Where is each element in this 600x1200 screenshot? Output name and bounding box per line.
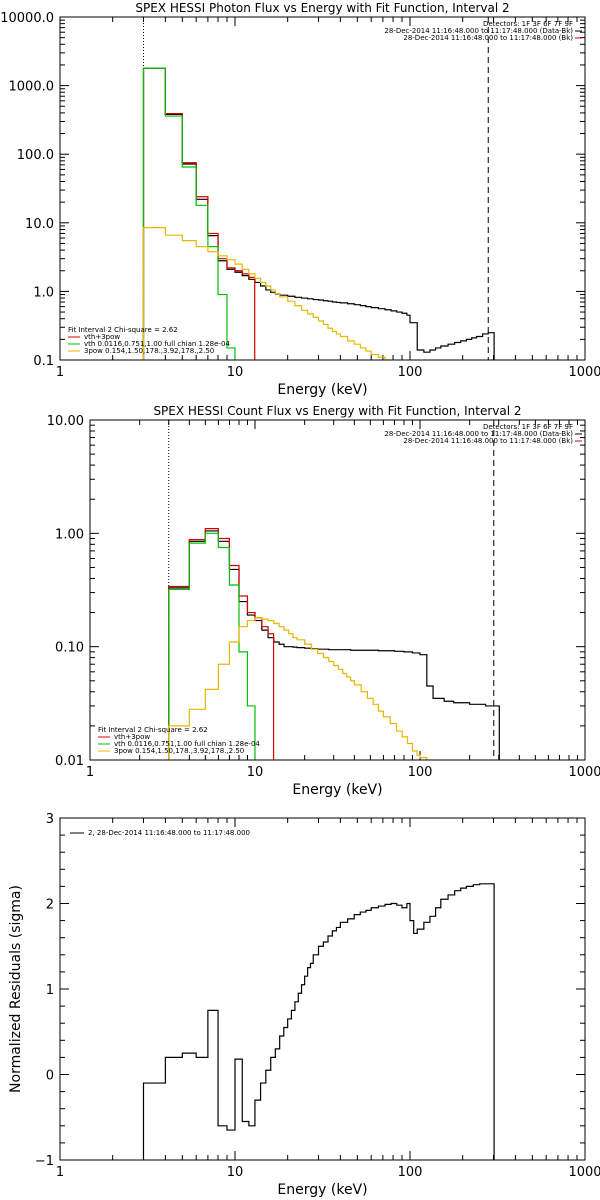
series-line-4 xyxy=(168,617,440,760)
x-tick-label: 1 xyxy=(86,765,94,780)
y-tick-label: 1000.0 xyxy=(9,80,55,95)
legend-entry: 2, 28-Dec-2014 11:16:48.000 to 11:17:48.… xyxy=(88,829,250,837)
y-tick-label: 0.1 xyxy=(33,354,54,369)
y-tick-label: 1 xyxy=(46,983,54,998)
x-axis-label: Energy (keV) xyxy=(277,382,367,398)
legend-entry: 3pow 0.154,1.50,178.,3.92,178.,2.50 xyxy=(84,347,214,355)
y-tick-label: 0.10 xyxy=(55,641,84,656)
x-tick-label: 100 xyxy=(408,765,433,780)
plot-area xyxy=(142,67,495,360)
plot-frame xyxy=(89,419,586,761)
y-tick-label: 3 xyxy=(46,812,54,827)
y-tick-label: 10.00 xyxy=(47,414,84,429)
series-line-2 xyxy=(168,528,275,760)
x-tick-label: 1000 xyxy=(568,765,600,780)
chart-panel-1: SPEX HESSI Photon Flux vs Energy with Fi… xyxy=(0,1,600,398)
series-line-4 xyxy=(142,227,398,360)
fit-text: Fit Interval 2 Chi-square = 2.62 xyxy=(98,726,208,734)
chart-title: SPEX HESSI Photon Flux vs Energy with Fi… xyxy=(135,1,509,15)
x-tick-label: 1000 xyxy=(568,1165,600,1180)
plot-area xyxy=(168,528,500,760)
series-line-3 xyxy=(142,67,242,360)
y-tick-label: 1.0 xyxy=(33,285,54,300)
x-tick-label: 10 xyxy=(227,365,244,380)
y-tick-label: 100.0 xyxy=(17,148,54,163)
chart-title: SPEX HESSI Count Flux vs Energy with Fit… xyxy=(153,404,521,418)
y-tick-label: −1 xyxy=(35,1154,54,1169)
y-tick-label: 10000.0 xyxy=(0,11,54,26)
x-tick-label: 1000 xyxy=(568,365,600,380)
info-text-line: 28-Dec-2014 11:16:48.000 to 11:17:48.000… xyxy=(403,34,573,42)
x-tick-label: 100 xyxy=(398,1165,423,1180)
legend-entry: vth 0.0116,0.751,1.00 full chian 1.28e-0… xyxy=(114,740,260,748)
info-text-line: Detectors: 1F 3F 6F 7F 9F xyxy=(483,423,573,431)
series-line-1 xyxy=(168,530,500,760)
series-line-2 xyxy=(142,67,256,360)
legend-entry: vth+3pow xyxy=(114,733,150,741)
series-line-3 xyxy=(168,532,262,760)
y-tick-label: 0 xyxy=(46,1069,54,1084)
info-text-line: 28-Dec-2014 11:16:48.000 to 11:17:48.000… xyxy=(403,437,573,445)
plot-frame xyxy=(59,817,586,1161)
legend-entry: vth+3pow xyxy=(84,333,120,341)
y-tick-label: 0.01 xyxy=(55,754,84,769)
legend-entry: vth 0.0116,0.751,1.00 full chian 1.28e-0… xyxy=(84,340,230,348)
info-text-line: Detectors: 1F 3F 6F 7F 9F xyxy=(483,20,573,28)
y-tick-label: 10.0 xyxy=(25,217,54,232)
x-axis-label: Energy (keV) xyxy=(292,782,382,798)
legend-entry: 3pow 0.154,1.50,178.,3.92,178.,2.50 xyxy=(114,747,244,755)
x-tick-label: 10 xyxy=(247,765,264,780)
chart-panel-2: SPEX HESSI Count Flux vs Energy with Fit… xyxy=(47,404,600,798)
x-tick-label: 10 xyxy=(227,1165,244,1180)
y-tick-label: 2 xyxy=(46,898,54,913)
plot-area xyxy=(142,883,495,1160)
y-axis-label: Normalized Residuals (sigma) xyxy=(8,885,24,1093)
info-text-line: 28-Dec-2014 11:16:48.000 to 11:17:48.000… xyxy=(384,430,573,438)
x-tick-label: 1 xyxy=(56,1165,64,1180)
x-axis-label: Energy (keV) xyxy=(277,1182,367,1198)
plot-frame xyxy=(59,16,586,361)
y-tick-label: 1.00 xyxy=(55,527,84,542)
series-line-1 xyxy=(142,883,495,1160)
fit-text: Fit Interval 2 Chi-square = 2.62 xyxy=(68,326,178,334)
x-tick-label: 100 xyxy=(398,365,423,380)
series-line-1 xyxy=(142,67,495,360)
chart-panel-3: 1 10 100 1000 −1 0 1 2 3 Energy (keV) Normalized R… xyxy=(8,812,600,1198)
x-tick-label: 1 xyxy=(56,365,64,380)
info-text-line: 28-Dec-2014 11:16:48.000 to 11:17:48.000… xyxy=(384,27,573,35)
